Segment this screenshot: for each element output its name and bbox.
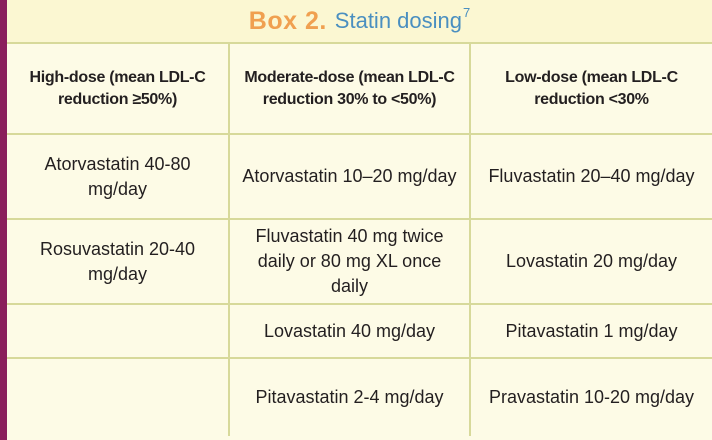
table-row: Atorvastatin 40-80 mg/day Atorvastatin 1… bbox=[7, 134, 712, 220]
table-cell: Atorvastatin 40-80 mg/day bbox=[7, 134, 230, 220]
box-header: Box 2. Statin dosing 7 bbox=[7, 0, 712, 44]
reference-superscript: 7 bbox=[463, 4, 471, 20]
table-cell bbox=[7, 304, 230, 359]
box-title: Statin dosing bbox=[334, 8, 462, 33]
table-row: Rosuvastatin 20-40 mg/day Fluvastatin 40… bbox=[7, 219, 712, 305]
table-header-row: High-dose (mean LDL-C reduction ≥50%) Mo… bbox=[7, 44, 712, 135]
table-cell: Pravastatin 10-20 mg/day bbox=[488, 387, 695, 407]
table-cell: Fluvastatin 20–40 mg/day bbox=[470, 134, 712, 220]
header-high-dose: High-dose (mean LDL-C reduction ≥50%) bbox=[7, 44, 230, 135]
accent-rule bbox=[0, 0, 7, 440]
table-cell: Pitavastatin 2-4 mg/day bbox=[229, 358, 471, 436]
table-cell bbox=[7, 358, 230, 436]
table-row: Lovastatin 40 mg/day Pitavastatin 1 mg/d… bbox=[7, 304, 712, 359]
table-cell: Fluvastatin 40 mg twice daily or 80 mg X… bbox=[229, 219, 471, 305]
header-low-dose: Low-dose (mean LDL-C reduction <30% bbox=[470, 44, 712, 135]
header-moderate-dose: Moderate-dose (mean LDL-C reduction 30% … bbox=[229, 44, 471, 135]
table-cell: Pitavastatin 1 mg/day bbox=[470, 304, 712, 359]
statin-dosing-table: High-dose (mean LDL-C reduction ≥50%) Mo… bbox=[7, 44, 712, 436]
table-cell: Lovastatin 40 mg/day bbox=[229, 304, 471, 359]
box-number: Box 2. bbox=[248, 6, 327, 35]
table-cell: Lovastatin 20 mg/day bbox=[470, 219, 712, 305]
table-cell: Rosuvastatin 20-40 mg/day bbox=[7, 219, 230, 305]
table-row: Pitavastatin 2-4 mg/day Pravastatin 10-2… bbox=[7, 358, 712, 436]
table-cell: Atorvastatin 10–20 mg/day bbox=[229, 134, 471, 220]
